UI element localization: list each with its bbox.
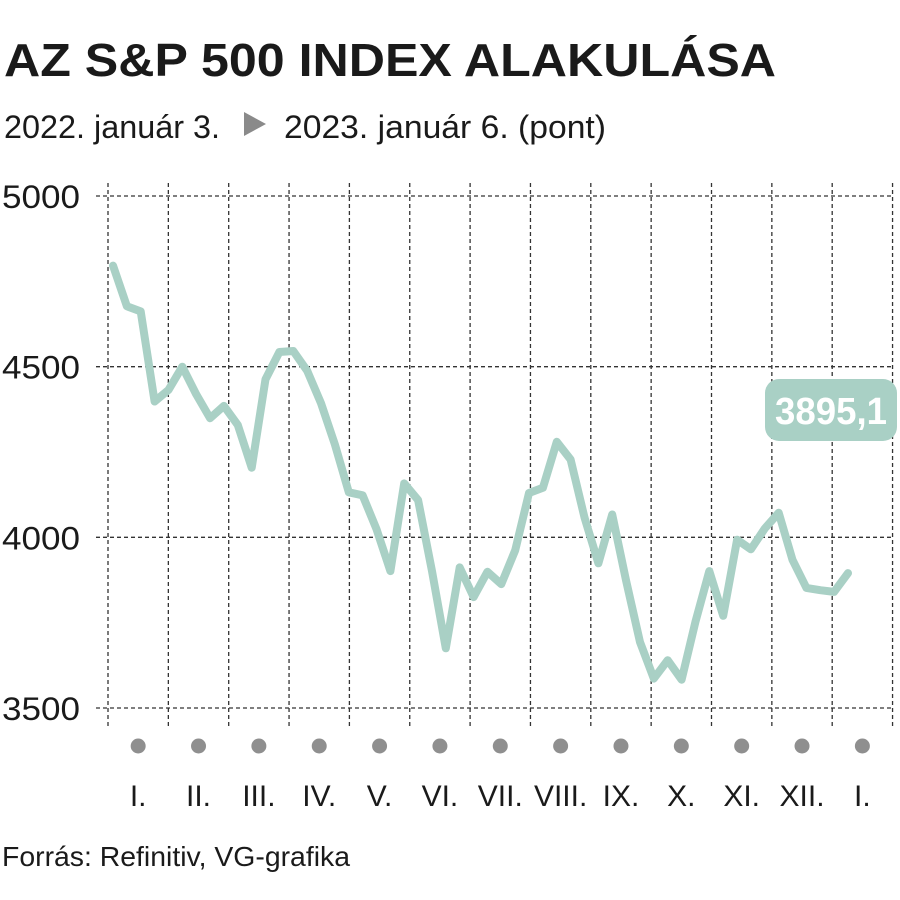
value-label: 3895,1: [775, 391, 887, 433]
x-tick-label: III.: [242, 780, 275, 813]
x-tick-label: IV.: [302, 780, 336, 813]
arrow: [244, 112, 266, 136]
month-dot: [794, 738, 810, 754]
value-label-box: [765, 379, 897, 441]
x-tick-label: VI.: [422, 780, 459, 813]
y-tick-label: 4500: [2, 350, 80, 386]
x-tick-label: XII.: [780, 780, 825, 813]
subtitle-start: 2022. január 3.: [4, 109, 220, 145]
x-tick-label: I.: [854, 780, 871, 813]
month-dot: [854, 738, 870, 754]
y-tick-label: 4000: [2, 520, 80, 556]
x-tick-label: VII.: [478, 780, 523, 813]
month-dot: [311, 738, 327, 754]
month-dot: [734, 738, 750, 754]
x-tick-label: XI.: [723, 780, 760, 813]
source: Forrás: Refinitiv, VG-grafika: [2, 841, 350, 872]
month-dot: [372, 738, 388, 754]
x-tick-label: I.: [130, 780, 147, 813]
subtitle-end: 2023. január 6. (pont): [284, 109, 606, 145]
month-dot: [613, 738, 629, 754]
month-dot: [492, 738, 508, 754]
y-tick-label: 5000: [2, 179, 80, 215]
x-tick-label: X.: [667, 780, 695, 813]
month-dot: [191, 738, 207, 754]
month-dot: [130, 738, 146, 754]
month-dot: [673, 738, 689, 754]
chart-title: AZ S&P 500 INDEX ALAKULÁSA: [4, 34, 776, 86]
month-dot: [432, 738, 448, 754]
line: [109, 261, 852, 684]
y-tick-label: 3500: [2, 691, 80, 727]
x-tick-label: V.: [367, 780, 393, 813]
x-tick-label: VIII.: [534, 780, 587, 813]
x-tick-label: IX.: [603, 780, 640, 813]
month-dot: [553, 738, 569, 754]
x-tick-label: II.: [186, 780, 211, 813]
month-dot: [251, 738, 267, 754]
